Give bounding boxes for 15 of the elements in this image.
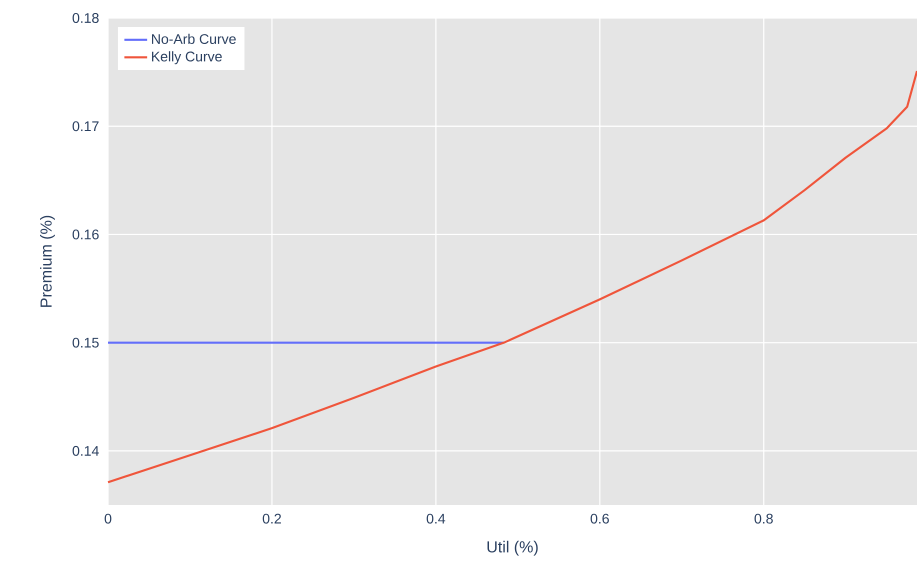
y-tick-label: 0.15 bbox=[72, 338, 99, 348]
y-tick-label: 0.16 bbox=[72, 229, 99, 240]
y-tick-label: 0.18 bbox=[72, 13, 99, 23]
y-tick-label: 0.17 bbox=[72, 121, 99, 132]
y-axis-title: Premium (%) bbox=[40, 216, 55, 307]
x-tick-label: 0.6 bbox=[590, 514, 609, 524]
x-tick-label: 0.4 bbox=[426, 514, 446, 524]
legend-label: No-Arb Curve bbox=[152, 34, 236, 44]
x-tick-label: 0.2 bbox=[262, 514, 281, 524]
line-series bbox=[106, 70, 917, 484]
x-tick-label: 0 bbox=[104, 514, 112, 524]
x-axis-title: Util (%) bbox=[488, 540, 538, 556]
y-tick-label: 0.14 bbox=[72, 446, 99, 456]
legend-label: Kelly Curve bbox=[152, 51, 222, 64]
x-tick-label: 0.8 bbox=[754, 514, 773, 524]
